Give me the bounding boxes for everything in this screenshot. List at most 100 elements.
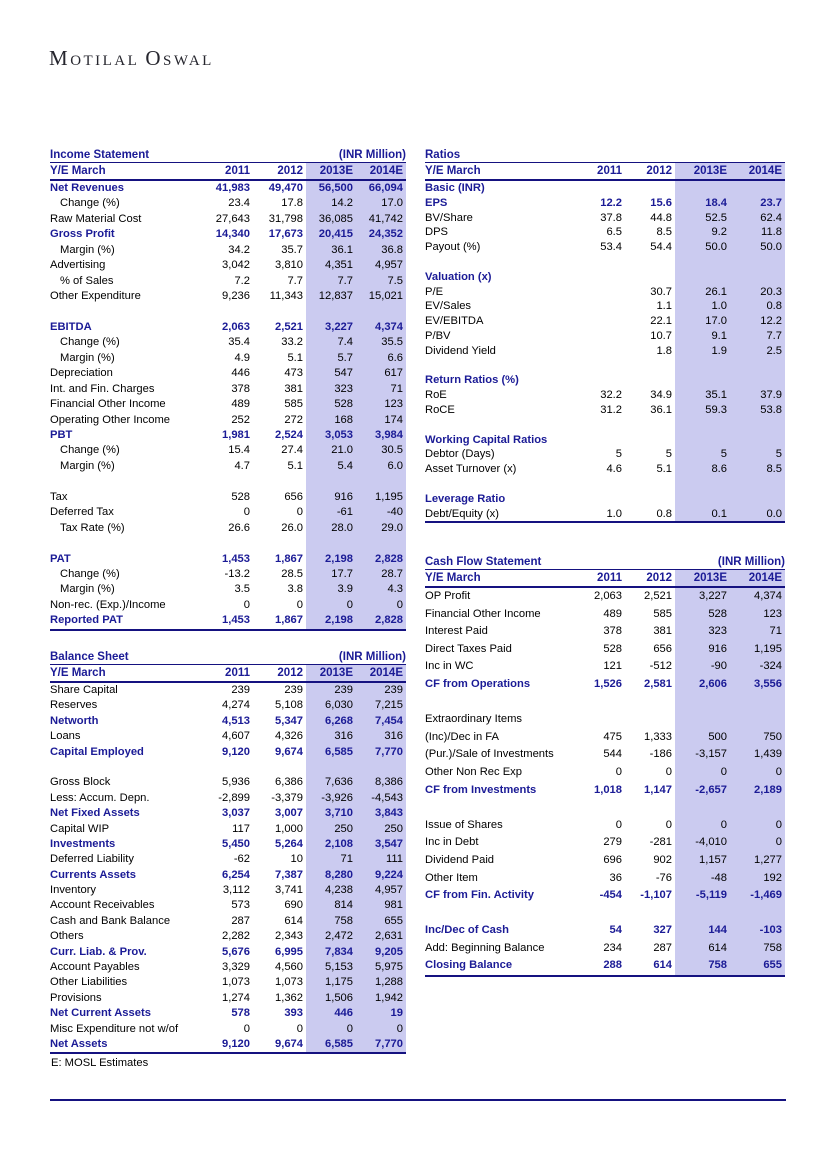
value-cell: 41,983 <box>215 182 250 194</box>
row-label: EV/EBITDA <box>425 315 484 328</box>
table-row: Other Liabilities 1,073 1,073 1,175 1,288 <box>50 975 406 991</box>
table-row: Direct Taxes Paid 528 656 916 1,195 <box>425 640 785 659</box>
value-cell: 23.4 <box>228 197 250 210</box>
value-cell: -324 <box>730 658 785 676</box>
value-cell <box>625 270 675 285</box>
row-label: OP Profit <box>425 590 471 602</box>
value-cell: 5.1 <box>287 351 303 364</box>
value-cell: 8.5 <box>730 462 785 477</box>
value-cell: 71 <box>306 852 356 868</box>
table-title-row: Income Statement (INR Million) <box>50 149 406 163</box>
value-cell: 20.3 <box>730 284 785 300</box>
row-label: Other Item <box>425 871 478 884</box>
value-cell: 5 <box>730 447 785 463</box>
value-cell: 12.2 <box>730 314 785 329</box>
value-cell: 758 <box>675 957 730 976</box>
value-cell: 7.5 <box>356 273 406 290</box>
value-cell <box>625 905 675 923</box>
value-cell: 489 <box>231 398 250 411</box>
value-cell: 0 <box>615 765 622 778</box>
value-cell: 6,030 <box>306 698 356 714</box>
value-cell: 17.0 <box>675 314 730 329</box>
value-cell: 2,581 <box>644 677 672 690</box>
value-cell: 53.8 <box>730 402 785 418</box>
value-cell: 1,362 <box>275 991 303 1004</box>
table-row: Loans 4,607 4,326 316 316 <box>50 729 406 745</box>
value-cell: 6,995 <box>275 945 303 958</box>
table-row <box>425 799 785 817</box>
value-cell: 26.6 <box>228 521 250 534</box>
value-cell: 3.8 <box>287 583 303 596</box>
table-row: Asset Turnover (x) 4.6 5.1 8.6 8.5 <box>425 462 785 477</box>
value-cell: -62 <box>233 853 250 866</box>
value-cell: 17.8 <box>281 197 303 210</box>
row-label: Gross Profit <box>50 228 115 241</box>
table-row: Margin (%) 4.7 5.1 5.4 6.0 <box>50 458 406 475</box>
value-cell: 15,021 <box>356 289 406 305</box>
row-label: Debt/Equity (x) <box>425 507 499 520</box>
value-cell: 5,975 <box>356 960 406 976</box>
value-cell: 12,837 <box>306 289 356 305</box>
value-cell <box>675 491 730 507</box>
row-label: Deferred Tax <box>50 506 114 519</box>
column-header: 2014E <box>730 163 785 179</box>
value-cell: 4,374 <box>356 319 406 336</box>
row-label: Investments <box>50 837 116 850</box>
row-label: Inc in WC <box>425 660 474 673</box>
table-row: RoE 32.2 34.9 35.1 37.9 <box>425 388 785 403</box>
row-label: PAT <box>50 552 71 565</box>
value-cell <box>306 536 356 552</box>
value-cell: 4,274 <box>222 699 250 712</box>
value-cell: 7,636 <box>306 775 356 791</box>
row-label <box>425 255 575 270</box>
value-cell: 10.7 <box>650 329 672 342</box>
value-cell: 6,268 <box>306 713 356 730</box>
table-row: Dividend Paid 696 902 1,157 1,277 <box>425 851 785 870</box>
table-row: Net Current Assets 578 393 446 19 <box>50 1006 406 1022</box>
row-label: Valuation (x) <box>425 270 492 283</box>
value-cell: 1,526 <box>594 677 622 690</box>
value-cell: 239 <box>231 684 250 696</box>
table-row: Others 2,282 2,343 2,472 2,631 <box>50 929 406 945</box>
value-cell: 0 <box>730 816 785 835</box>
value-cell: 1.0 <box>606 507 622 520</box>
value-cell: 2,828 <box>356 551 406 567</box>
value-cell: 916 <box>675 640 730 659</box>
row-label: DPS <box>425 226 449 239</box>
value-cell: -2,899 <box>218 791 250 804</box>
table-row: Closing Balance 288 614 758 655 <box>425 957 785 976</box>
value-cell: 0 <box>296 1022 303 1035</box>
value-cell: 4.7 <box>234 459 250 472</box>
value-cell <box>356 474 406 490</box>
row-label: Net Current Assets <box>50 1007 151 1020</box>
value-cell: 5,676 <box>222 945 250 958</box>
table-row <box>50 536 406 552</box>
table-title: Income Statement <box>50 149 150 161</box>
table-title-row: Balance Sheet (INR Million) <box>50 651 406 665</box>
table-row <box>425 358 785 374</box>
table-row: Depreciation 446 473 547 617 <box>50 366 406 382</box>
table-header-row: Y/E March 2011 2012 2013E 2014E <box>50 665 406 683</box>
row-label: Misc Expenditure not w/of <box>50 1022 179 1035</box>
table-unit: (INR Million) <box>338 651 406 663</box>
value-cell <box>575 181 625 196</box>
row-label: Working Capital Ratios <box>425 433 548 446</box>
value-cell: -3,926 <box>306 790 356 807</box>
value-cell: 2,828 <box>356 613 406 629</box>
row-label: Inventory <box>50 884 97 897</box>
row-label: % of Sales <box>60 274 114 287</box>
value-cell: -4,010 <box>675 834 730 852</box>
table-row: Advertising 3,042 3,810 4,351 4,957 <box>50 258 406 274</box>
value-cell: 5,450 <box>222 837 250 850</box>
value-cell <box>625 711 675 729</box>
table-row: Margin (%) 34.2 35.7 36.1 36.8 <box>50 242 406 259</box>
table-row: Extraordinary Items <box>425 711 785 729</box>
row-label: Reserves <box>50 699 98 712</box>
value-cell <box>575 314 625 329</box>
value-cell: 814 <box>306 898 356 914</box>
row-header-label: Y/E March <box>50 667 106 679</box>
row-label: Financial Other Income <box>50 398 166 411</box>
table-row: Inventory 3,112 3,741 4,238 4,957 <box>50 883 406 899</box>
value-cell: 9,236 <box>222 290 250 303</box>
column-header: 2012 <box>646 572 672 584</box>
